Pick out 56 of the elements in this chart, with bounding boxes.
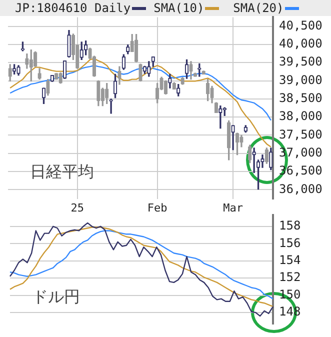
candlestick (231, 125, 235, 150)
annotation: 日経平均 (30, 162, 94, 181)
candlestick (138, 64, 142, 82)
candlestick (80, 42, 84, 60)
candlestick (16, 65, 20, 76)
x-tick-label: 25 (70, 201, 84, 214)
candlestick (12, 64, 16, 75)
y-tick-label: 154 (279, 253, 301, 268)
candlestick (168, 74, 172, 88)
candlestick (34, 51, 38, 67)
y-tick-label: 39,000 (279, 72, 322, 87)
candlestick (96, 80, 100, 106)
candlestick (67, 30, 71, 58)
candlestick (227, 120, 231, 160)
y-tick-label: 40,500 (279, 18, 322, 32)
candlestick (252, 148, 256, 173)
candlestick (58, 72, 62, 84)
candlestick (184, 59, 189, 79)
y-tick-label: 39,500 (279, 54, 322, 69)
candlestick (134, 34, 138, 62)
legend-label: SMA(10) (154, 1, 204, 15)
candlestick (202, 70, 206, 75)
candlestick (42, 88, 46, 104)
candlestick (126, 44, 130, 54)
candlestick (260, 154, 264, 168)
y-tick-label: 36,000 (279, 182, 322, 196)
y-tick-label: 158 (279, 218, 301, 233)
y-tick-label: 38,000 (279, 109, 322, 124)
candlestick (151, 56, 155, 67)
candlestick (269, 148, 273, 170)
candlestick (248, 144, 252, 164)
candlestick (54, 73, 58, 80)
y-tick-label: 38,500 (279, 91, 322, 106)
candlestick (240, 134, 244, 148)
y-tick-label: 40,000 (279, 36, 322, 51)
candlestick (235, 132, 240, 156)
candlestick (38, 68, 42, 80)
candlestick (46, 78, 50, 96)
candlestick (109, 98, 113, 114)
legend-label: JP:1804610 Daily (15, 1, 131, 15)
candlestick (218, 105, 222, 129)
x-tick-label: Feb (147, 201, 168, 214)
candlestick (176, 84, 180, 96)
candlestick (214, 102, 218, 114)
candlestick (210, 86, 214, 104)
candlestick (180, 77, 184, 85)
x-tick-label: Mar (223, 201, 244, 214)
y-tick-label: 150 (279, 287, 301, 302)
y-tick-label: 156 (279, 236, 301, 250)
annotation: ドル円 (32, 286, 80, 306)
y-tick-label: 152 (279, 270, 301, 284)
y-tick-label: 37,500 (279, 127, 322, 142)
candlestick (62, 60, 67, 79)
candlestick (50, 74, 54, 82)
legend-label: SMA(20) (233, 1, 284, 15)
candlestick (172, 82, 176, 90)
